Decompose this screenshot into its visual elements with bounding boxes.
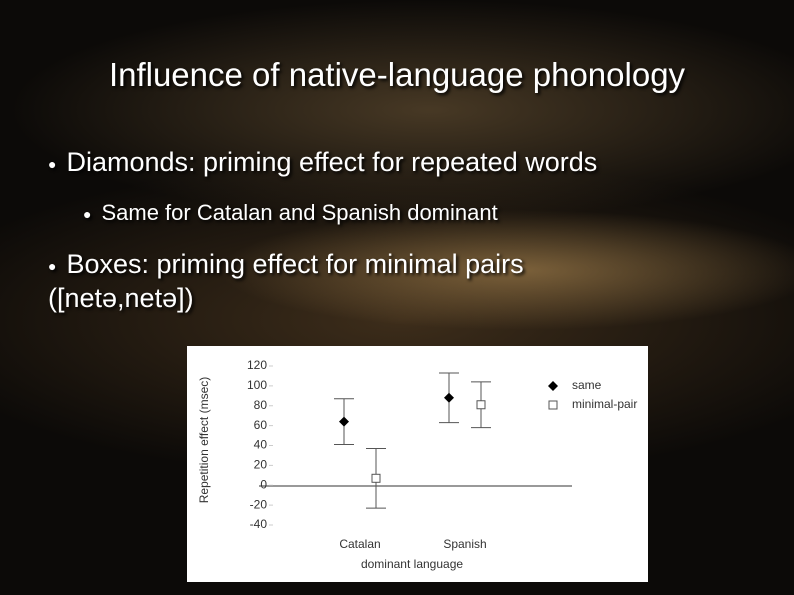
data-point [339,416,349,427]
bullet-text: Same for Catalan and Spanish dominant [101,200,498,225]
legend-label: same [572,378,602,392]
legend-label: minimal-pair [572,397,637,411]
y-tick-label: 20 [254,458,268,472]
data-point [476,400,486,410]
bullet-text: Diamonds: priming effect for repeated wo… [66,147,598,177]
data-point [444,392,454,403]
bullet-text: Boxes: priming effect for minimal pairs … [48,249,524,313]
chart: Repetition effect (msec) dominant langua… [187,346,648,582]
legend-marker [548,381,558,391]
x-tick-label: Spanish [443,537,486,551]
y-axis-label: Repetition effect (msec) [197,377,211,504]
sub-bullet: ● Same for Catalan and Spanish dominant [83,200,498,225]
y-tick-label: 80 [254,398,268,412]
y-tick-label: -40 [250,517,268,531]
y-tick-label: 120 [247,358,267,372]
y-tick-label: 60 [254,418,268,432]
bullet: ● Diamonds: priming effect for repeated w… [48,147,598,177]
data-point [371,473,381,483]
x-tick-label: Catalan [339,537,380,551]
y-tick-label: 40 [254,438,268,452]
x-axis-label: dominant language [361,557,463,571]
y-tick-label: -20 [250,497,268,511]
y-tick-label: 0 [260,477,267,491]
legend-marker [548,400,558,410]
bullet: ● Boxes: priming effect for minimal pairs… [48,249,524,313]
slide-title: Influence of native-language phonology [108,56,686,93]
y-tick-label: 100 [247,378,267,392]
